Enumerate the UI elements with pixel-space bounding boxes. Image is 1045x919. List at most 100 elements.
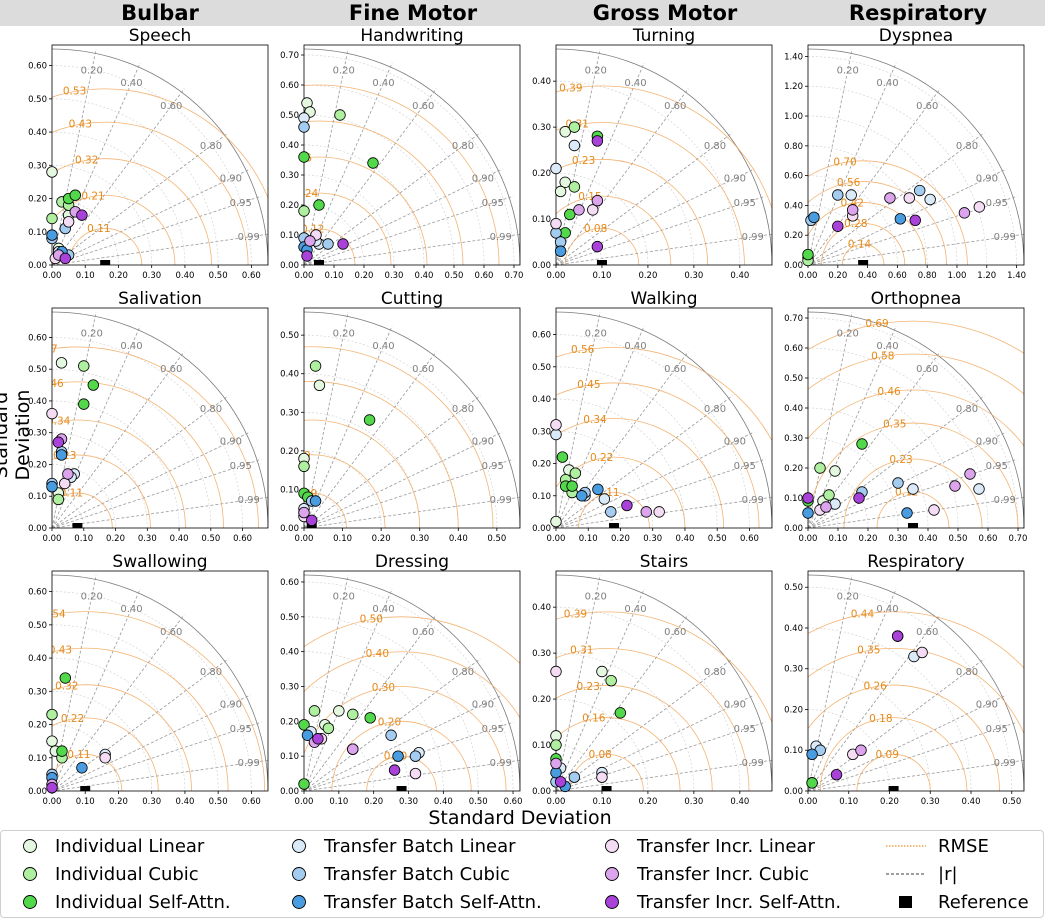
correlation-label: 0.95 <box>734 461 756 472</box>
data-point-ind-linear <box>333 705 345 717</box>
y-tick-label: 0.20 <box>532 169 551 179</box>
data-point-ind-self <box>298 778 310 790</box>
data-point-ind-self <box>367 157 379 169</box>
legend-marker-rmse-line <box>884 833 928 859</box>
x-tick-label: 0.30 <box>399 797 418 807</box>
y-tick-label: 0.40 <box>28 654 47 664</box>
correlation-label: 0.80 <box>200 404 222 415</box>
correlation-label: 0.90 <box>472 173 494 184</box>
y-tick-label: 0.40 <box>532 603 551 613</box>
rmse-label: 0.32 <box>75 154 98 166</box>
data-point-ind-cubic <box>298 460 310 472</box>
data-point-ti-cubic <box>855 744 867 756</box>
rmse-arc <box>52 492 113 528</box>
correlation-line <box>808 168 1007 265</box>
axes-frame <box>555 44 773 266</box>
data-point-ti-linear <box>99 752 111 764</box>
correlation-label: 0.99 <box>490 232 512 243</box>
y-tick-label: 0.10 <box>532 741 551 751</box>
std-arc <box>808 749 850 791</box>
x-tick-label: 0.30 <box>643 534 662 544</box>
rmse-arc <box>808 684 1000 791</box>
data-point-ti-linear <box>550 419 562 431</box>
correlation-label: 0.99 <box>742 232 764 243</box>
outer-arc <box>556 574 772 791</box>
rmse-label: 0.11 <box>60 488 83 500</box>
std-arc <box>52 432 148 528</box>
correlation-label: 0.60 <box>916 101 938 112</box>
panel-title: Turning <box>632 26 695 46</box>
legend-marker-circle <box>284 861 314 887</box>
data-point-ti-cubic <box>884 192 896 204</box>
correlation-label: 0.90 <box>472 699 494 710</box>
data-point-tb-self <box>894 213 907 225</box>
y-tick-label: 0.20 <box>28 721 47 731</box>
x-tick-label: 0.10 <box>839 797 858 807</box>
rmse-arc <box>52 611 266 791</box>
data-point-tb-self <box>392 750 404 762</box>
data-point-ti-self <box>802 492 814 504</box>
correlation-line <box>556 496 772 528</box>
y-tick-label: 0.00 <box>532 524 551 534</box>
legend-label: Transfer Batch Linear <box>324 835 516 857</box>
y-tick-label: 0.00 <box>784 787 803 797</box>
correlation-line <box>556 694 755 791</box>
rmse-label: 0.43 <box>49 644 72 656</box>
panel-plot-area: 0.20 0.40 0.60 0.80 0.90 0.95 0.99 0.11 0.21 0.32… <box>52 48 268 265</box>
data-point-ti-cubic <box>846 204 859 216</box>
data-point-ti-self <box>388 764 401 776</box>
legend-marker-circle <box>597 861 627 887</box>
std-arc <box>556 430 654 528</box>
panel-title: Handwriting <box>360 26 463 46</box>
correlation-label: 0.20 <box>837 65 859 76</box>
correlation-label: 0.80 <box>704 404 726 415</box>
correlation-line <box>304 168 503 265</box>
y-tick-label: 0.40 <box>532 395 551 405</box>
y-tick-label: 0.50 <box>28 95 47 105</box>
correlation-label: 0.40 <box>372 604 394 615</box>
x-tick-label: 0.00 <box>295 271 314 281</box>
x-tick-label: 0.50 <box>708 534 727 544</box>
std-arc <box>556 398 686 528</box>
std-arc <box>808 627 972 791</box>
data-point-ti-self <box>591 135 604 147</box>
data-point-ti-self <box>832 220 844 232</box>
x-tick-label: 0.50 <box>209 271 228 281</box>
std-arc <box>304 581 514 791</box>
correlation-label: 0.95 <box>230 461 252 472</box>
data-point-tb-self <box>55 449 68 461</box>
correlation-line <box>808 195 1018 265</box>
legend-item: RMSE <box>884 833 989 859</box>
data-point-tb-self <box>576 490 588 502</box>
rmse-label: 0.11 <box>87 223 110 235</box>
y-tick-label: 1.20 <box>784 82 803 92</box>
data-point-tb-cubic <box>568 771 581 783</box>
y-tick-label: 0.10 <box>532 492 551 502</box>
x-tick-label: 0.50 <box>949 534 968 544</box>
std-arc <box>304 144 425 265</box>
data-point-ti-self <box>312 733 324 745</box>
data-point-tb-self <box>301 729 314 741</box>
x-tick-label: 0.40 <box>170 534 189 544</box>
data-point-tb-linear <box>568 139 581 152</box>
rmse-label: 0.35 <box>857 645 880 657</box>
rmse-label: 0.70 <box>833 156 856 168</box>
data-point-tb-linear <box>907 483 919 495</box>
correlation-line <box>52 694 251 791</box>
correlation-label: 0.95 <box>986 461 1008 472</box>
correlation-label: 0.80 <box>452 404 474 415</box>
rmse-label: 0.57 <box>34 344 57 356</box>
legend-item: Transfer Batch Linear <box>284 833 516 859</box>
x-tick-label: 0.60 <box>979 534 998 544</box>
correlation-line <box>808 658 985 791</box>
y-tick-label: 0.30 <box>280 171 299 181</box>
correlation-line <box>808 233 1024 265</box>
y-tick-label: 0.40 <box>28 128 47 138</box>
x-tick-label: 0.30 <box>385 271 404 281</box>
correlation-label: 0.40 <box>120 341 142 352</box>
rmse-label: 0.40 <box>366 648 389 660</box>
legend-label: Individual Linear <box>55 835 205 857</box>
reference-marker <box>72 523 83 528</box>
x-tick-label: 0.30 <box>142 271 161 281</box>
x-tick-label: 0.50 <box>201 534 220 544</box>
